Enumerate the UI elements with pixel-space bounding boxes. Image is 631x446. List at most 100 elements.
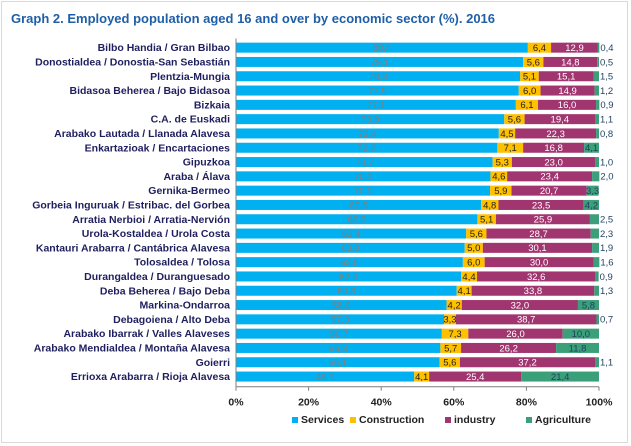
data-label-construction-errioxa-arabarra-rioja-alavesa: 4,1 bbox=[415, 372, 428, 383]
data-label-services-debagoiena-alto-deba: 57,3 bbox=[331, 315, 350, 326]
data-label-services-araba-alava: 70,1 bbox=[354, 172, 373, 183]
bar-industry-arabako-mendialdea-montana-alavesa bbox=[461, 342, 557, 353]
data-label-industry-kantauri-arabarra-cantabrica-alavesa: 30,1 bbox=[528, 243, 547, 254]
bar-agriculture-arratia-nerbioi-arratia-nervion bbox=[589, 214, 599, 225]
x-tick-label: 100% bbox=[586, 397, 614, 409]
data-label-construction-markina-ondarroa: 4,2 bbox=[448, 300, 461, 311]
data-label-industry-urola-kostaldea-urola-costa: 28,7 bbox=[529, 229, 548, 240]
data-label-agriculture-bizkaia: 0,9 bbox=[600, 100, 613, 111]
category-label-kantauri-arabarra-cantabrica-alavesa: Kantauri Arabarra / Cantábrica Alavesa bbox=[36, 242, 230, 254]
bar-industry-arabako-ibarrak-valles-alaveses bbox=[468, 328, 563, 339]
data-label-services-kantauri-arabarra-cantabrica-alavesa: 63,0 bbox=[341, 243, 360, 254]
legend-label-services: Services bbox=[301, 414, 344, 426]
bar-construction-goierri bbox=[439, 357, 460, 368]
data-label-agriculture-donostialdea-donostia-san-sebastian: 0,5 bbox=[600, 57, 613, 68]
data-label-services-markina-ondarroa: 58,0 bbox=[332, 300, 351, 311]
bar-construction-deba-beherea-bajo-deba bbox=[456, 285, 472, 296]
data-label-industry-enkartazioak-encartaciones: 16,8 bbox=[544, 143, 563, 154]
category-label-deba-beherea-bajo-deba: Deba Beherea / Bajo Deba bbox=[100, 285, 230, 297]
data-label-services-deba-beherea-bajo-deba: 60,8 bbox=[337, 286, 356, 297]
data-label-industry-c-a-de-euskadi: 19,4 bbox=[551, 114, 570, 125]
bar-construction-gernika-bermeo bbox=[490, 185, 512, 196]
data-label-agriculture-bilbo-handia-gran-bilbao: 0,4 bbox=[600, 43, 613, 54]
bar-services-enkartazioak-encartaciones bbox=[236, 142, 498, 153]
data-label-agriculture-debagoiena-alto-deba: 0,7 bbox=[600, 315, 613, 326]
bar-agriculture-debagoiena-alto-deba bbox=[596, 314, 599, 325]
data-label-industry-araba-alava: 23,4 bbox=[540, 172, 559, 183]
data-label-services-plentzia-mungia: 78,3 bbox=[369, 72, 388, 83]
data-label-services-gipuzkoa: 70,7 bbox=[355, 157, 374, 168]
x-tick-label: 40% bbox=[371, 397, 393, 409]
bar-industry-arabako-lautada-llanada-alavesa bbox=[515, 128, 597, 139]
data-label-industry-bidasoa-beherea-bajo-bidasoa: 14,9 bbox=[558, 86, 577, 97]
bar-industry-markina-ondarroa bbox=[461, 300, 578, 311]
bar-agriculture-donostialdea-donostia-san-sebastian bbox=[597, 56, 599, 67]
bar-services-arabako-mendialdea-montana-alavesa bbox=[236, 342, 441, 353]
data-label-construction-gorbeia-inguruak-estribac-del-gorbea: 4,8 bbox=[483, 200, 496, 211]
data-label-construction-arabako-ibarrak-valles-alaveses: 7,3 bbox=[448, 329, 461, 340]
data-label-agriculture-enkartazioak-encartaciones: 4,1 bbox=[585, 143, 598, 154]
bar-agriculture-arabako-lautada-llanada-alavesa bbox=[596, 128, 599, 139]
chart-title: Graph 2. Employed population aged 16 and… bbox=[11, 11, 496, 26]
data-label-services-bidasoa-beherea-bajo-bidasoa: 77,9 bbox=[368, 86, 387, 97]
category-label-arratia-nerbioi-arratia-nervion: Arratia Nerbioi / Arratia-Nervión bbox=[72, 214, 230, 226]
data-label-agriculture-c-a-de-euskadi: 1,1 bbox=[600, 114, 613, 125]
bar-construction-bilbo-handia-gran-bilbao bbox=[527, 42, 552, 53]
category-labels: Bilbo Handia / Gran Bilbao Donostialdea /… bbox=[32, 42, 230, 383]
bar-agriculture-c-a-de-euskadi bbox=[595, 114, 599, 125]
category-label-durangaldea-duranguesado: Durangaldea / Duranguesado bbox=[84, 271, 230, 283]
data-label-industry-arabako-ibarrak-valles-alaveses: 26,0 bbox=[506, 329, 525, 340]
data-label-industry-arabako-mendialdea-montana-alavesa: 26,2 bbox=[499, 343, 518, 354]
data-label-industry-bilbo-handia-gran-bilbao: 12,9 bbox=[565, 43, 584, 54]
data-label-agriculture-arabako-mendialdea-montana-alavesa: 11,8 bbox=[569, 343, 587, 354]
bar-industry-bizkaia bbox=[538, 99, 597, 110]
legend-swatch-construction bbox=[350, 417, 356, 423]
category-label-markina-ondarroa: Markina-Ondarroa bbox=[140, 300, 231, 312]
bar-industry-debagoiena-alto-deba bbox=[455, 314, 597, 325]
category-label-bilbo-handia-gran-bilbao: Bilbo Handia / Gran Bilbao bbox=[98, 42, 230, 54]
bar-agriculture-gorbeia-inguruak-estribac-del-gorbea bbox=[583, 199, 599, 210]
bar-industry-gipuzkoa bbox=[511, 157, 596, 168]
category-label-tolosaldea-tolosa: Tolosaldea / Tolosa bbox=[134, 257, 230, 269]
category-label-urola-kostaldea-urola-costa: Urola-Kostaldea / Urola Costa bbox=[82, 228, 230, 240]
bar-agriculture-bizkaia bbox=[596, 99, 600, 110]
bar-services-bidasoa-beherea-bajo-bidasoa bbox=[236, 85, 519, 96]
data-label-services-donostialdea-donostia-san-sebastian: 79,1 bbox=[370, 57, 389, 68]
category-label-goierri: Goierri bbox=[196, 357, 231, 369]
legend-label-agriculture: Agriculture bbox=[535, 414, 591, 426]
category-label-enkartazioak-encartaciones: Enkartazioak / Encartaciones bbox=[85, 142, 230, 154]
data-label-industry-durangaldea-duranguesado: 32,6 bbox=[527, 272, 546, 283]
data-label-industry-donostialdea-donostia-san-sebastian: 14,8 bbox=[561, 57, 580, 68]
data-label-agriculture-bidasoa-beherea-bajo-bidasoa: 1,2 bbox=[600, 86, 613, 97]
bar-industry-bilbo-handia-gran-bilbao bbox=[551, 42, 598, 53]
bar-services-gernika-bermeo bbox=[236, 185, 491, 196]
legend: Services Construction industry Agriculture bbox=[292, 414, 591, 426]
bar-agriculture-gernika-bermeo bbox=[586, 185, 599, 196]
legend-label-construction: Construction bbox=[359, 414, 424, 426]
bar-services-plentzia-mungia bbox=[236, 71, 521, 82]
data-label-construction-kantauri-arabarra-cantabrica-alavesa: 5,0 bbox=[467, 243, 480, 254]
bar-industry-donostialdea-donostia-san-sebastian bbox=[543, 56, 598, 67]
bar-agriculture-tolosaldea-tolosa bbox=[593, 257, 600, 268]
data-label-industry-gernika-bermeo: 20,7 bbox=[540, 186, 559, 197]
data-label-services-arabako-mendialdea-montana-alavesa: 56,3 bbox=[329, 343, 348, 354]
bar-agriculture-durangaldea-duranguesado bbox=[595, 271, 599, 282]
data-label-agriculture-gipuzkoa: 1,0 bbox=[600, 157, 613, 168]
data-label-construction-bizkaia: 6,1 bbox=[520, 100, 533, 111]
bar-agriculture-araba-alava bbox=[592, 171, 600, 182]
bar-construction-bizkaia bbox=[515, 99, 539, 110]
data-label-services-errioxa-arabarra-rioja-alavesa: 49,1 bbox=[316, 372, 335, 383]
data-label-services-arabako-ibarrak-valles-alaveses: 56,7 bbox=[330, 329, 349, 340]
bar-services-gipuzkoa bbox=[236, 157, 493, 168]
bar-services-deba-beherea-bajo-deba bbox=[236, 285, 457, 296]
data-label-construction-arabako-lautada-llanada-alavesa: 4,5 bbox=[500, 129, 513, 140]
data-label-industry-goierri: 37,2 bbox=[518, 358, 537, 369]
bar-construction-arratia-nerbioi-arratia-nervion bbox=[477, 214, 496, 225]
data-label-construction-tolosaldea-tolosa: 6,0 bbox=[467, 257, 480, 268]
data-label-agriculture-gernika-bermeo: 3,3 bbox=[586, 186, 599, 197]
data-label-construction-enkartazioak-encartaciones: 7,1 bbox=[504, 143, 517, 154]
bar-services-errioxa-arabarra-rioja-alavesa bbox=[236, 371, 415, 382]
category-label-gorbeia-inguruak-estribac-del-gorbea: Gorbeia Inguruak / Estribac. del Gorbea bbox=[32, 199, 230, 211]
bar-industry-deba-beherea-bajo-deba bbox=[471, 285, 595, 296]
category-label-arabako-ibarrak-valles-alaveses: Arabako Ibarrak / Valles Alaveses bbox=[63, 328, 230, 340]
